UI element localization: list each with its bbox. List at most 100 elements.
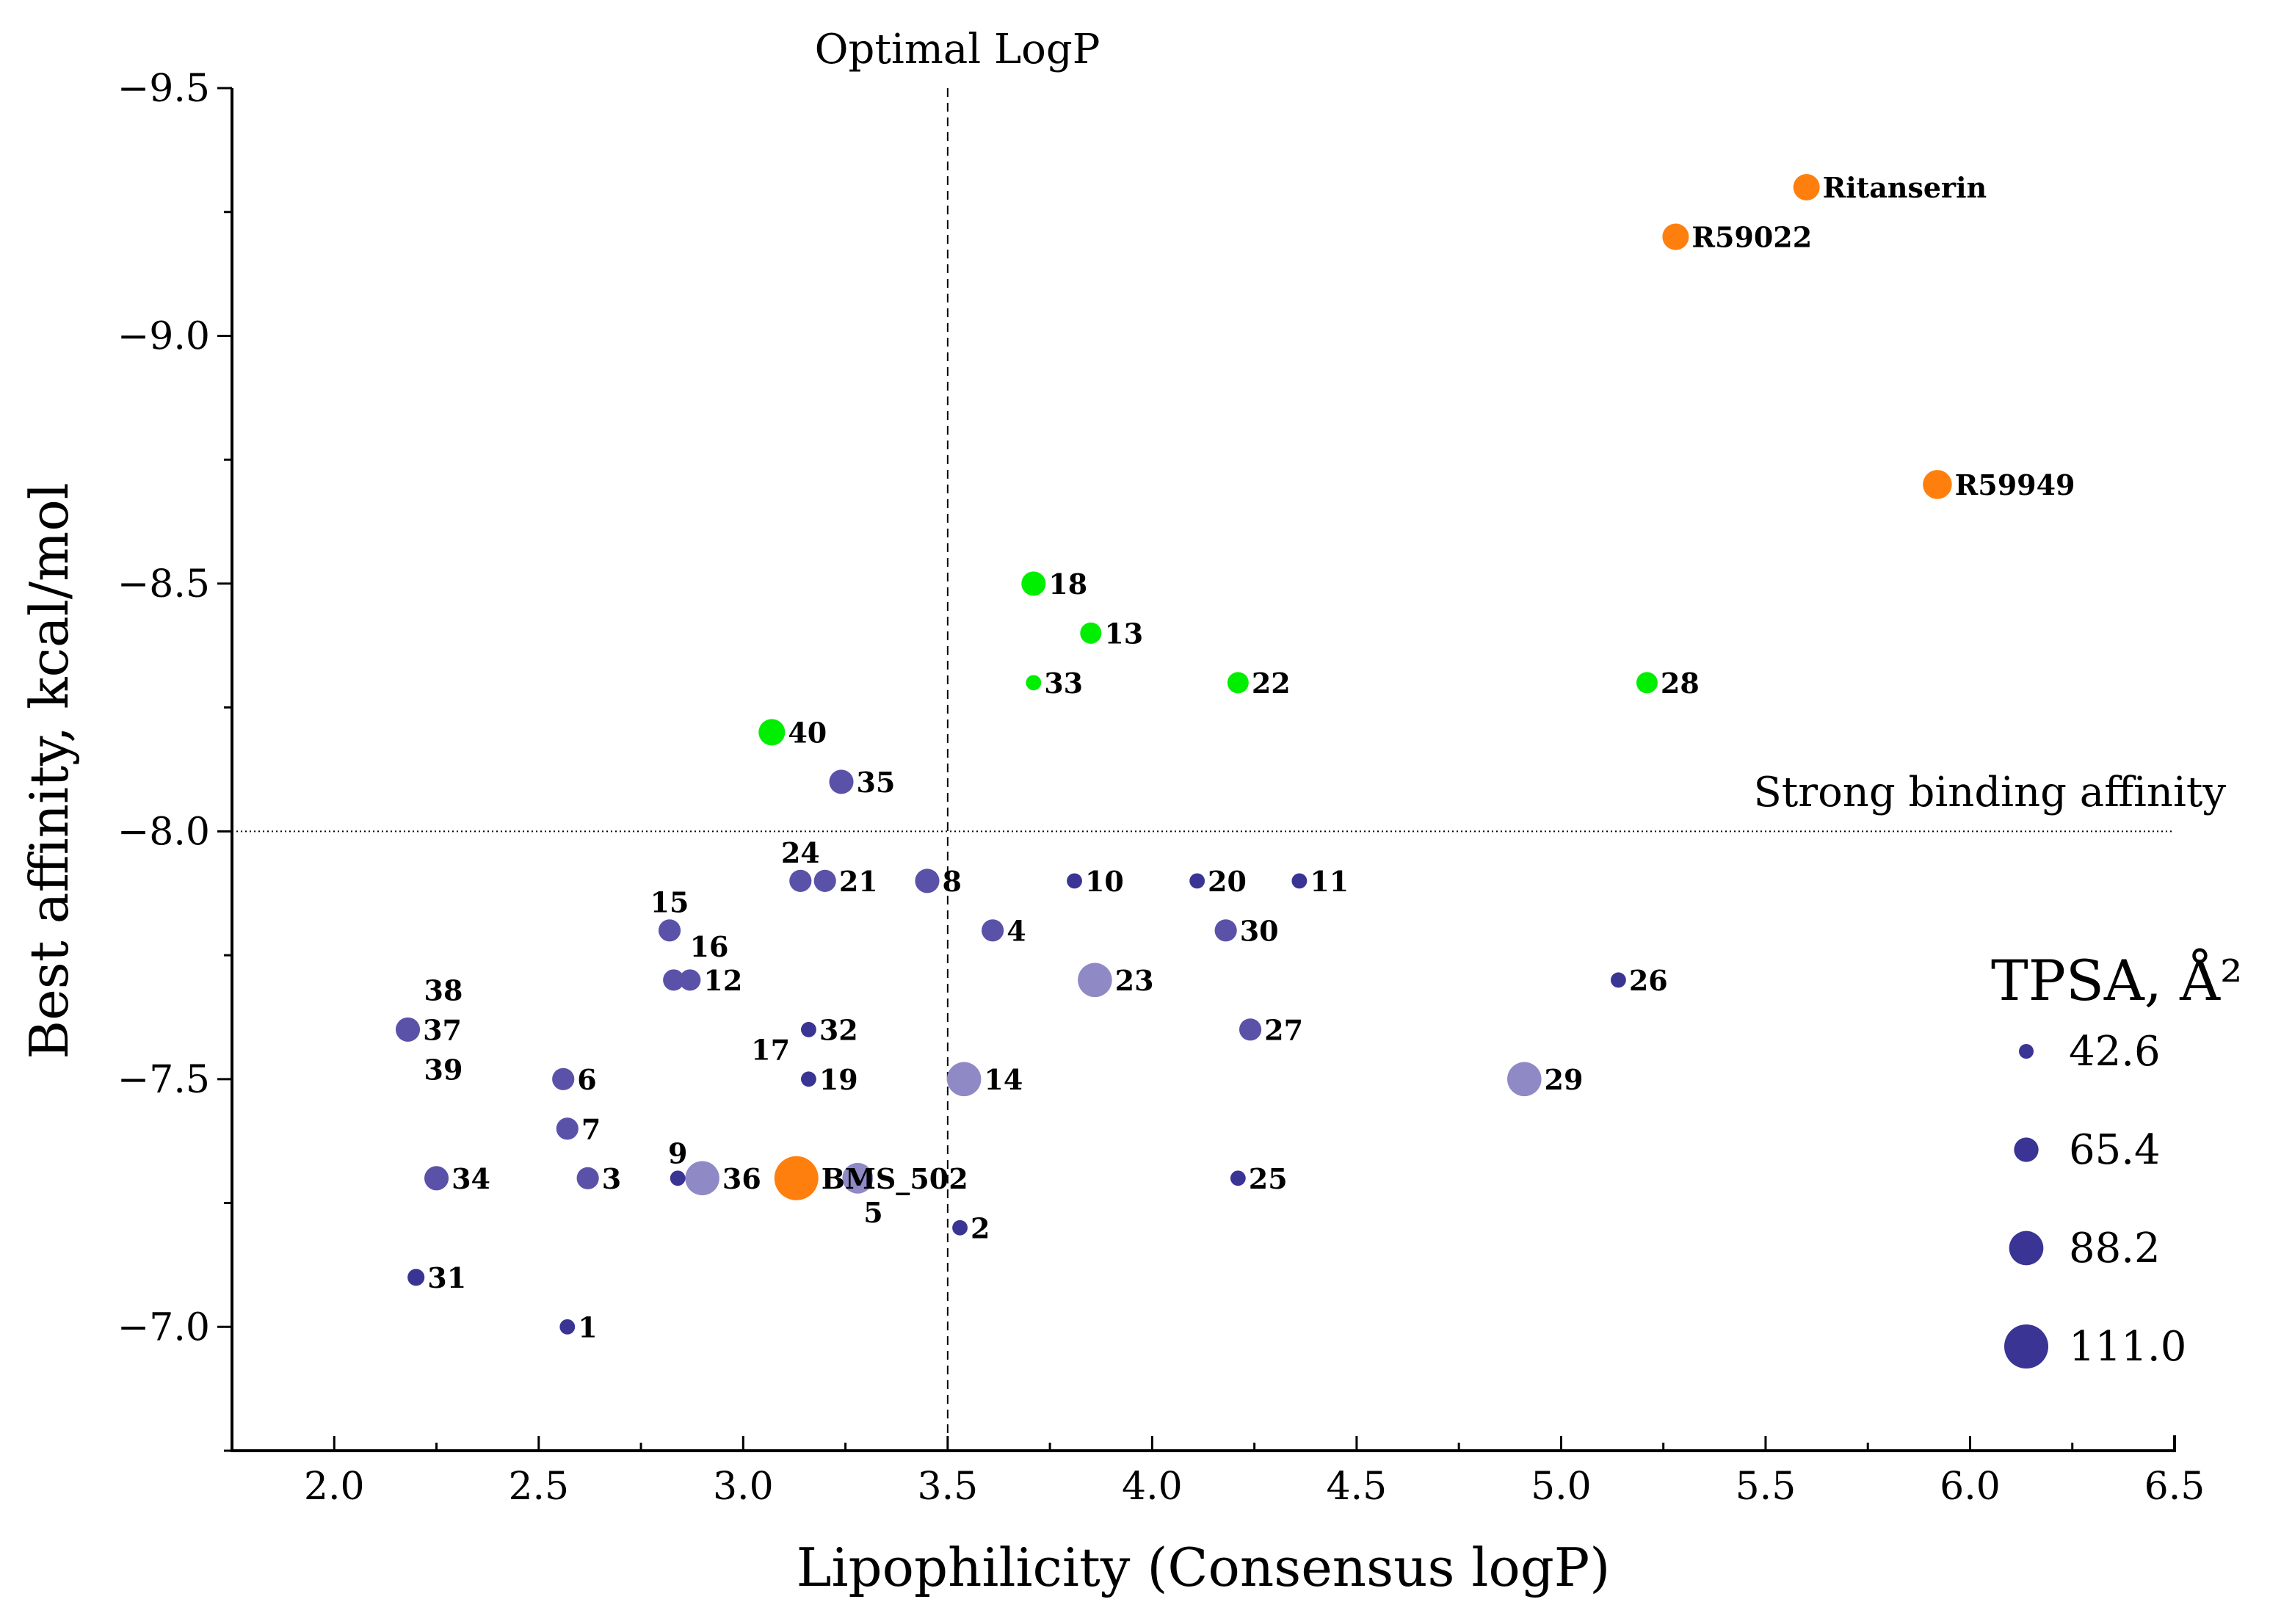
point-label-36: 36 — [722, 1162, 761, 1195]
point-label-38: 38 — [424, 974, 463, 1007]
point-label-16: 16 — [690, 930, 729, 963]
point-label-5: 5 — [863, 1196, 882, 1229]
point-20 — [1189, 873, 1205, 889]
point-label-30: 30 — [1240, 914, 1279, 947]
x-tick-label: 2.0 — [304, 1465, 365, 1509]
y-tick-label: −7.0 — [117, 1305, 210, 1349]
point-22 — [1227, 672, 1249, 694]
point-label-40: 40 — [788, 716, 827, 749]
point-label-25: 25 — [1249, 1162, 1288, 1195]
point-label-BMS_502: BMS_502 — [822, 1162, 968, 1195]
point-18 — [1021, 571, 1046, 596]
y-ticks: −7.0 −7.5 −8.0 −8.5 −9.0 −9.5 — [117, 67, 232, 1452]
point-label-21: 21 — [839, 865, 878, 898]
legend-label-2: 88.2 — [2069, 1225, 2161, 1272]
optimal-logp-label: Optimal LogP — [815, 26, 1100, 73]
point-label-13: 13 — [1104, 617, 1143, 650]
x-ticks: 2.0 2.5 3.0 3.5 4.0 4.5 5.0 5.5 6.0 6.5 — [304, 1436, 2205, 1509]
point-23 — [1078, 963, 1112, 998]
point-6 — [552, 1067, 575, 1090]
point-26 — [1610, 972, 1626, 988]
legend-label-1: 65.4 — [2069, 1126, 2161, 1174]
point-label-23: 23 — [1115, 964, 1154, 997]
point-25 — [1230, 1170, 1246, 1186]
legend-marker-0 — [2019, 1044, 2034, 1059]
point-27 — [1239, 1018, 1262, 1041]
point-label-6: 6 — [577, 1063, 596, 1096]
point-13 — [1080, 622, 1102, 644]
legend-marker-1 — [2014, 1137, 2039, 1162]
legend: TPSA, Å² 42.6 65.4 88.2 111.0 — [1991, 947, 2242, 1371]
point-34 — [424, 1166, 449, 1191]
point-5 — [842, 1162, 874, 1194]
point-Ritanserin — [1793, 173, 1820, 200]
point-37 — [395, 1017, 421, 1042]
point-16 — [663, 969, 685, 991]
legend-label-3: 111.0 — [2069, 1323, 2186, 1371]
point-15 — [658, 919, 681, 942]
reference-lines — [232, 88, 2175, 1451]
point-label-20: 20 — [1208, 865, 1247, 898]
legend-marker-3 — [2004, 1324, 2048, 1369]
x-tick-label: 5.5 — [1736, 1465, 1796, 1509]
x-tick-label: 3.0 — [713, 1465, 774, 1509]
y-tick-label: −8.0 — [117, 810, 210, 854]
point-3 — [576, 1167, 599, 1189]
point-label-19: 19 — [819, 1063, 858, 1096]
point-label-31: 31 — [427, 1261, 466, 1294]
point-label-14: 14 — [984, 1063, 1023, 1096]
x-axis-title: Lipophilicity (Consensus logP) — [797, 1537, 1611, 1598]
strong-binding-label: Strong binding affinity — [1753, 769, 2226, 816]
point-33 — [1026, 675, 1042, 691]
point-7 — [556, 1117, 579, 1140]
point-label-24: 24 — [781, 836, 820, 869]
x-tick-label: 5.0 — [1531, 1465, 1592, 1509]
point-40 — [758, 719, 786, 746]
y-tick-label: −9.5 — [117, 67, 210, 111]
x-tick-label: 4.0 — [1122, 1465, 1183, 1509]
point-label-33: 33 — [1044, 667, 1083, 700]
point-label-11: 11 — [1310, 865, 1349, 898]
x-tick-label: 4.5 — [1327, 1465, 1388, 1509]
point-label-32: 32 — [819, 1013, 858, 1046]
legend-marker-2 — [2009, 1230, 2044, 1266]
point-12 — [679, 969, 701, 991]
legend-title: TPSA, Å² — [1991, 947, 2242, 1013]
point-label-34: 34 — [452, 1162, 490, 1195]
point-label-18: 18 — [1048, 568, 1087, 601]
legend-entries: 42.6 65.4 88.2 111.0 — [2004, 1028, 2186, 1371]
point-29 — [1507, 1062, 1542, 1097]
point-label-39: 39 — [424, 1053, 463, 1086]
point-24 — [789, 869, 812, 892]
point-35 — [829, 769, 854, 794]
point-30 — [1214, 919, 1237, 942]
point-8 — [915, 869, 940, 893]
point-21 — [813, 869, 836, 892]
point-9 — [670, 1170, 686, 1186]
point-32 — [801, 1021, 816, 1037]
point-R59022 — [1662, 223, 1689, 250]
point-label-4: 4 — [1007, 914, 1026, 947]
point-label-1: 1 — [578, 1311, 597, 1344]
point-label-37: 37 — [423, 1013, 462, 1046]
point-1 — [559, 1319, 576, 1335]
point-label-8: 8 — [943, 865, 962, 898]
point-11 — [1291, 873, 1308, 889]
point-label-R59949: R59949 — [1955, 468, 2075, 501]
point-28 — [1636, 672, 1658, 694]
y-axis-title: Best affinity, kcal/mol — [18, 482, 80, 1059]
y-tick-label: −8.5 — [117, 562, 210, 606]
point-label-15: 15 — [650, 885, 689, 918]
point-label-26: 26 — [1629, 964, 1668, 997]
point-14 — [946, 1062, 982, 1097]
point-label-R59022: R59022 — [1691, 220, 1812, 253]
point-36 — [685, 1161, 719, 1196]
y-tick-label: −9.0 — [117, 314, 210, 358]
point-label-9: 9 — [668, 1137, 687, 1170]
point-label-17: 17 — [751, 1033, 790, 1066]
point-label-27: 27 — [1264, 1013, 1303, 1046]
point-10 — [1067, 873, 1082, 889]
point-R59949 — [1923, 470, 1952, 499]
